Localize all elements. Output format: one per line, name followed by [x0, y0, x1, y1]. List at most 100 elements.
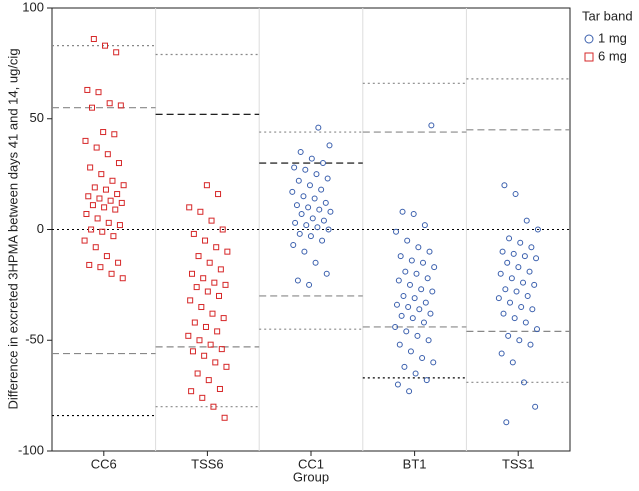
data-point — [533, 326, 540, 333]
data-point — [293, 202, 300, 209]
data-point — [521, 253, 528, 260]
data-point — [306, 182, 313, 189]
data-point — [320, 217, 327, 224]
data-point — [424, 275, 431, 282]
data-point — [511, 315, 518, 322]
data-point — [508, 275, 515, 282]
data-point — [223, 363, 230, 370]
data-point — [203, 182, 210, 189]
data-point — [316, 206, 323, 213]
data-point — [531, 281, 538, 288]
data-point — [396, 341, 403, 348]
data-point — [402, 268, 409, 275]
data-point — [97, 264, 104, 271]
data-point — [516, 337, 523, 344]
data-point — [216, 385, 223, 392]
data-point — [418, 286, 425, 293]
data-point — [529, 306, 536, 313]
data-point — [292, 219, 299, 226]
data-point — [191, 319, 198, 326]
legend-marker — [584, 52, 594, 62]
data-point — [92, 244, 99, 251]
x-axis-title: Group — [293, 469, 329, 484]
data-point — [210, 403, 217, 410]
data-point — [318, 186, 325, 193]
data-point — [212, 359, 219, 366]
data-point — [500, 310, 507, 317]
data-point — [118, 199, 125, 206]
data-point — [431, 264, 438, 271]
data-point — [399, 208, 406, 215]
data-point — [82, 137, 89, 144]
data-point — [522, 319, 529, 326]
data-point — [291, 164, 298, 171]
data-point — [312, 259, 319, 266]
data-point — [81, 237, 88, 244]
data-point — [404, 237, 411, 244]
data-point — [422, 299, 429, 306]
data-point — [506, 235, 513, 242]
data-point — [527, 341, 534, 348]
data-point — [296, 230, 303, 237]
data-point — [98, 171, 105, 178]
data-point — [88, 226, 95, 233]
y-tick-label: 0 — [37, 221, 44, 236]
data-point — [397, 253, 404, 260]
data-point — [221, 414, 228, 421]
data-point — [208, 217, 215, 224]
data-point — [309, 215, 316, 222]
data-point — [393, 228, 400, 235]
data-point — [400, 292, 407, 299]
data-point — [215, 191, 222, 198]
data-point — [297, 148, 304, 155]
data-point — [110, 233, 117, 240]
data-point — [410, 210, 417, 217]
data-point — [199, 394, 206, 401]
data-point — [217, 266, 224, 273]
data-point — [533, 255, 540, 262]
data-point — [409, 315, 416, 322]
data-point — [325, 226, 332, 233]
data-point — [302, 166, 309, 173]
data-point — [423, 377, 430, 384]
data-point — [90, 36, 97, 43]
data-point — [528, 244, 535, 251]
legend-title: Tar band — [582, 8, 633, 23]
data-point — [107, 197, 114, 204]
data-point — [513, 288, 520, 295]
data-point — [84, 86, 91, 93]
data-point — [185, 332, 192, 339]
data-point — [398, 312, 405, 319]
data-point — [323, 270, 330, 277]
data-point — [315, 124, 322, 131]
data-point — [119, 275, 126, 282]
data-point — [298, 210, 305, 217]
data-point — [497, 270, 504, 277]
data-point — [507, 299, 514, 306]
data-point — [209, 310, 216, 317]
y-tick-label: -50 — [25, 332, 44, 347]
data-point — [401, 363, 408, 370]
data-point — [109, 177, 116, 184]
data-point — [523, 217, 530, 224]
data-point — [108, 270, 115, 277]
data-point — [501, 182, 508, 189]
data-point — [100, 129, 107, 136]
data-point — [419, 354, 426, 361]
data-point — [112, 206, 119, 213]
data-point — [509, 359, 516, 366]
data-point — [111, 131, 118, 138]
data-point — [405, 304, 412, 311]
data-point — [427, 310, 434, 317]
data-point — [505, 332, 512, 339]
data-point — [187, 297, 194, 304]
data-point — [105, 219, 112, 226]
data-point — [426, 248, 433, 255]
data-point — [520, 379, 527, 386]
data-point — [189, 348, 196, 355]
data-point — [106, 100, 113, 107]
data-point — [498, 350, 505, 357]
data-point — [91, 184, 98, 191]
data-point — [96, 195, 103, 202]
data-point — [294, 277, 301, 284]
